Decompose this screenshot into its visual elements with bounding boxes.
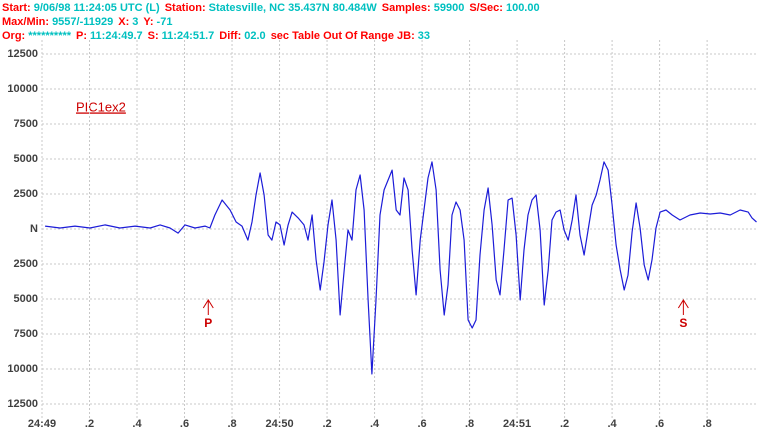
trace-label: PIC1ex2 <box>76 99 126 114</box>
y-tick-label: 2500 <box>14 258 38 270</box>
header-label: S: <box>148 30 159 42</box>
marker-arrow <box>677 299 689 315</box>
header-label: Station: <box>165 2 206 14</box>
y-tick-label: 5000 <box>14 153 38 165</box>
header-label: X: <box>118 16 129 28</box>
header-label: P: <box>76 30 87 42</box>
marker-label: P <box>204 316 212 330</box>
header-value: 3 <box>132 16 138 28</box>
x-tick-label: .6 <box>180 418 189 430</box>
x-tick-label: .4 <box>608 418 618 430</box>
y-tick-label: 5000 <box>14 293 38 305</box>
x-tick-label: .2 <box>560 418 569 430</box>
header-label: S/Sec: <box>469 2 503 14</box>
x-tick-label: 24:51 <box>503 418 531 430</box>
header-value: 33 <box>418 30 430 42</box>
x-tick-label: .6 <box>655 418 664 430</box>
phase-marker: P <box>202 299 214 330</box>
header-value: 9557/-11929 <box>52 16 113 28</box>
x-tick-label: 24:50 <box>265 418 293 430</box>
marker-arrow <box>202 299 214 315</box>
header-value: Statesville, NC 35.437N 80.484W <box>209 2 378 14</box>
x-tick-label: .6 <box>417 418 426 430</box>
header-value: 02.0 <box>244 30 265 42</box>
waveform <box>45 161 757 375</box>
header-value: 100.00 <box>506 2 540 14</box>
y-tick-label: 10000 <box>7 363 38 375</box>
x-tick-label: .8 <box>227 418 236 430</box>
header-line: Start: 9/06/98 11:24:05 UTC (L) Station: St… <box>2 2 540 14</box>
y-tick-label: 12500 <box>7 398 38 410</box>
header-label: sec Table Out Of Range JB: <box>271 30 415 42</box>
x-tick-label: 24:49 <box>28 418 56 430</box>
x-tick-label: .4 <box>370 418 380 430</box>
y-tick-label: N <box>30 223 38 235</box>
header-value: 59900 <box>434 2 465 14</box>
header-value: 11:24:49.7 <box>90 30 143 42</box>
y-tick-label: 7500 <box>14 118 38 130</box>
y-tick-label: 12500 <box>7 48 38 60</box>
header-line: Org: ********** P: 11:24:49.7 S: 11:24:51.7 Di… <box>2 30 430 42</box>
header-label: Y: <box>143 16 153 28</box>
header-label: Start: <box>2 2 31 14</box>
x-tick-label: .2 <box>85 418 94 430</box>
header-label: Org: <box>2 30 25 42</box>
y-tick-label: 10000 <box>7 83 38 95</box>
y-tick-label: 7500 <box>14 328 38 340</box>
y-tick-label: 2500 <box>14 188 38 200</box>
phase-marker: S <box>677 299 689 330</box>
x-tick-label: .8 <box>465 418 474 430</box>
header-value: 11:24:51.7 <box>162 30 215 42</box>
header-label: Samples: <box>382 2 431 14</box>
header-value: -71 <box>157 16 173 28</box>
header-value: 9/06/98 11:24:05 UTC (L) <box>34 2 160 14</box>
header-line: Max/Min: 9557/-11929 X: 3 Y: -71 <box>2 16 172 28</box>
marker-label: S <box>679 316 687 330</box>
x-tick-label: .2 <box>322 418 331 430</box>
header-label: Max/Min: <box>2 16 49 28</box>
header-value: ********** <box>28 30 72 42</box>
header-label: Diff: <box>219 30 241 42</box>
x-tick-label: .4 <box>132 418 142 430</box>
x-tick-label: .8 <box>703 418 712 430</box>
